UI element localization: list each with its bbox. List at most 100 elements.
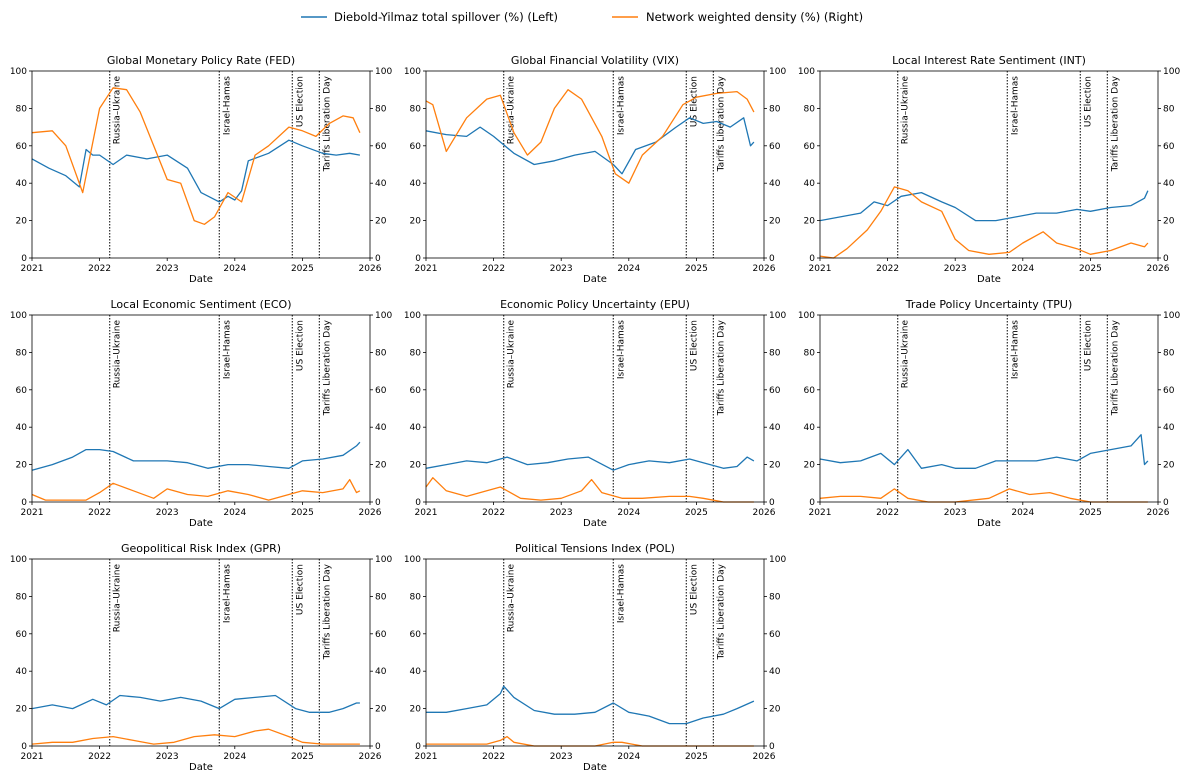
y-tick-label: 100 bbox=[798, 311, 815, 321]
y-tick-label: 40 bbox=[16, 179, 28, 189]
plot-frame bbox=[31, 558, 371, 747]
x-tick-label: 2022 bbox=[88, 752, 111, 762]
x-tick-label: 2023 bbox=[156, 752, 179, 762]
y2-tick-label: 40 bbox=[1163, 423, 1175, 433]
event-label: Russia–Ukraine bbox=[507, 76, 517, 145]
y-tick-label: 40 bbox=[410, 179, 422, 189]
chart-title: Global Monetary Policy Rate (FED) bbox=[107, 54, 295, 67]
event-label: US Election bbox=[1083, 76, 1093, 127]
y-tick-label: 80 bbox=[804, 104, 816, 114]
plot-frame bbox=[819, 314, 1159, 503]
y2-tick-label: 100 bbox=[1163, 311, 1180, 321]
x-tick-label: 2024 bbox=[1011, 508, 1034, 518]
y-tick-label: 0 bbox=[415, 742, 421, 752]
x-tick-label: 2021 bbox=[415, 752, 438, 762]
x-tick-label: 2023 bbox=[550, 508, 573, 518]
y2-tick-label: 80 bbox=[769, 348, 781, 358]
spillover-line bbox=[31, 694, 360, 713]
legend-spillover-label: Diebold-Yilmaz total spillover (%) (Left… bbox=[334, 10, 558, 24]
y-tick-label: 0 bbox=[21, 254, 27, 264]
y-tick-label: 80 bbox=[410, 592, 422, 602]
y2-tick-label: 40 bbox=[375, 179, 387, 189]
y-tick-label: 20 bbox=[804, 217, 816, 227]
x-axis-label: Date bbox=[189, 518, 213, 529]
y-tick-label: 100 bbox=[404, 555, 421, 565]
y-tick-label: 60 bbox=[16, 142, 28, 152]
y-tick-label: 60 bbox=[16, 630, 28, 640]
spillover-line bbox=[819, 190, 1149, 222]
legend-density-label: Network weighted density (%) (Right) bbox=[646, 10, 863, 24]
event-label: Israel-Hamas bbox=[222, 320, 232, 379]
y-tick-label: 0 bbox=[21, 742, 27, 752]
x-tick-label: 2021 bbox=[809, 264, 832, 274]
x-tick-label: 2025 bbox=[291, 752, 314, 762]
x-tick-label: 2026 bbox=[753, 752, 776, 762]
y2-tick-label: 80 bbox=[769, 592, 781, 602]
chart-title: Global Financial Volatility (VIX) bbox=[511, 54, 679, 67]
legend: Diebold-Yilmaz total spillover (%) (Left… bbox=[301, 10, 863, 24]
event-label: Russia–Ukraine bbox=[113, 76, 123, 145]
x-axis-label: Date bbox=[977, 274, 1001, 285]
y2-tick-label: 80 bbox=[769, 104, 781, 114]
y-tick-label: 60 bbox=[804, 142, 816, 152]
y-tick-label: 80 bbox=[804, 348, 816, 358]
event-label: US Election bbox=[295, 320, 305, 371]
y2-tick-label: 80 bbox=[1163, 104, 1175, 114]
event-label: US Election bbox=[689, 564, 699, 615]
event-label: Israel-Hamas bbox=[222, 76, 232, 135]
x-axis-label: Date bbox=[189, 274, 213, 285]
y2-tick-label: 60 bbox=[375, 630, 387, 640]
event-label: US Election bbox=[295, 76, 305, 127]
event-label: Israel-Hamas bbox=[1010, 320, 1020, 379]
event-label: US Election bbox=[295, 564, 305, 615]
y2-tick-label: 40 bbox=[769, 667, 781, 677]
y2-tick-label: 60 bbox=[769, 386, 781, 396]
y2-tick-label: 60 bbox=[375, 386, 387, 396]
x-tick-label: 2022 bbox=[876, 508, 899, 518]
x-tick-label: 2024 bbox=[223, 264, 246, 274]
x-tick-label: 2025 bbox=[685, 752, 708, 762]
y-tick-label: 100 bbox=[10, 311, 27, 321]
density-line bbox=[819, 488, 1148, 503]
y-tick-label: 60 bbox=[804, 386, 816, 396]
x-tick-label: 2023 bbox=[156, 264, 179, 274]
x-tick-label: 2024 bbox=[1011, 264, 1034, 274]
event-label: Israel-Hamas bbox=[222, 564, 232, 623]
y2-tick-label: 80 bbox=[1163, 348, 1175, 358]
chart-title: Geopolitical Risk Index (GPR) bbox=[121, 542, 281, 555]
x-tick-label: 2024 bbox=[223, 752, 246, 762]
spillover-line bbox=[31, 441, 361, 471]
y-tick-label: 40 bbox=[16, 423, 28, 433]
plot-frame bbox=[819, 70, 1159, 259]
density-line bbox=[31, 728, 360, 745]
x-tick-label: 2025 bbox=[291, 508, 314, 518]
x-tick-label: 2022 bbox=[482, 752, 505, 762]
x-tick-label: 2023 bbox=[156, 508, 179, 518]
y-tick-label: 0 bbox=[415, 498, 421, 508]
y-tick-label: 60 bbox=[410, 142, 422, 152]
y-tick-label: 20 bbox=[410, 461, 422, 471]
x-tick-label: 2023 bbox=[944, 264, 967, 274]
chart-panel: Economic Policy Uncertainty (EPU) Russia–… bbox=[404, 298, 787, 529]
y2-tick-label: 100 bbox=[375, 555, 392, 565]
x-tick-label: 2026 bbox=[359, 264, 382, 274]
density-line bbox=[426, 735, 754, 747]
y2-tick-label: 40 bbox=[769, 179, 781, 189]
y2-tick-label: 20 bbox=[769, 217, 781, 227]
x-tick-label: 2026 bbox=[359, 752, 382, 762]
x-tick-label: 2025 bbox=[1079, 508, 1102, 518]
x-tick-label: 2024 bbox=[617, 264, 640, 274]
x-tick-label: 2021 bbox=[21, 508, 44, 518]
y-tick-label: 100 bbox=[404, 67, 421, 77]
x-tick-label: 2026 bbox=[753, 264, 776, 274]
x-tick-label: 2025 bbox=[685, 508, 708, 518]
plot-frame bbox=[425, 314, 765, 503]
y-tick-label: 60 bbox=[16, 386, 28, 396]
chart-panel: Geopolitical Risk Index (GPR) Russia–Ukra… bbox=[10, 542, 393, 773]
y2-tick-label: 60 bbox=[375, 142, 387, 152]
chart-title: Political Tensions Index (POL) bbox=[515, 542, 675, 555]
y2-tick-label: 40 bbox=[769, 423, 781, 433]
y2-tick-label: 0 bbox=[769, 254, 775, 264]
event-label: Tariffs Liberation Day bbox=[1110, 75, 1120, 172]
y-tick-label: 40 bbox=[16, 667, 28, 677]
